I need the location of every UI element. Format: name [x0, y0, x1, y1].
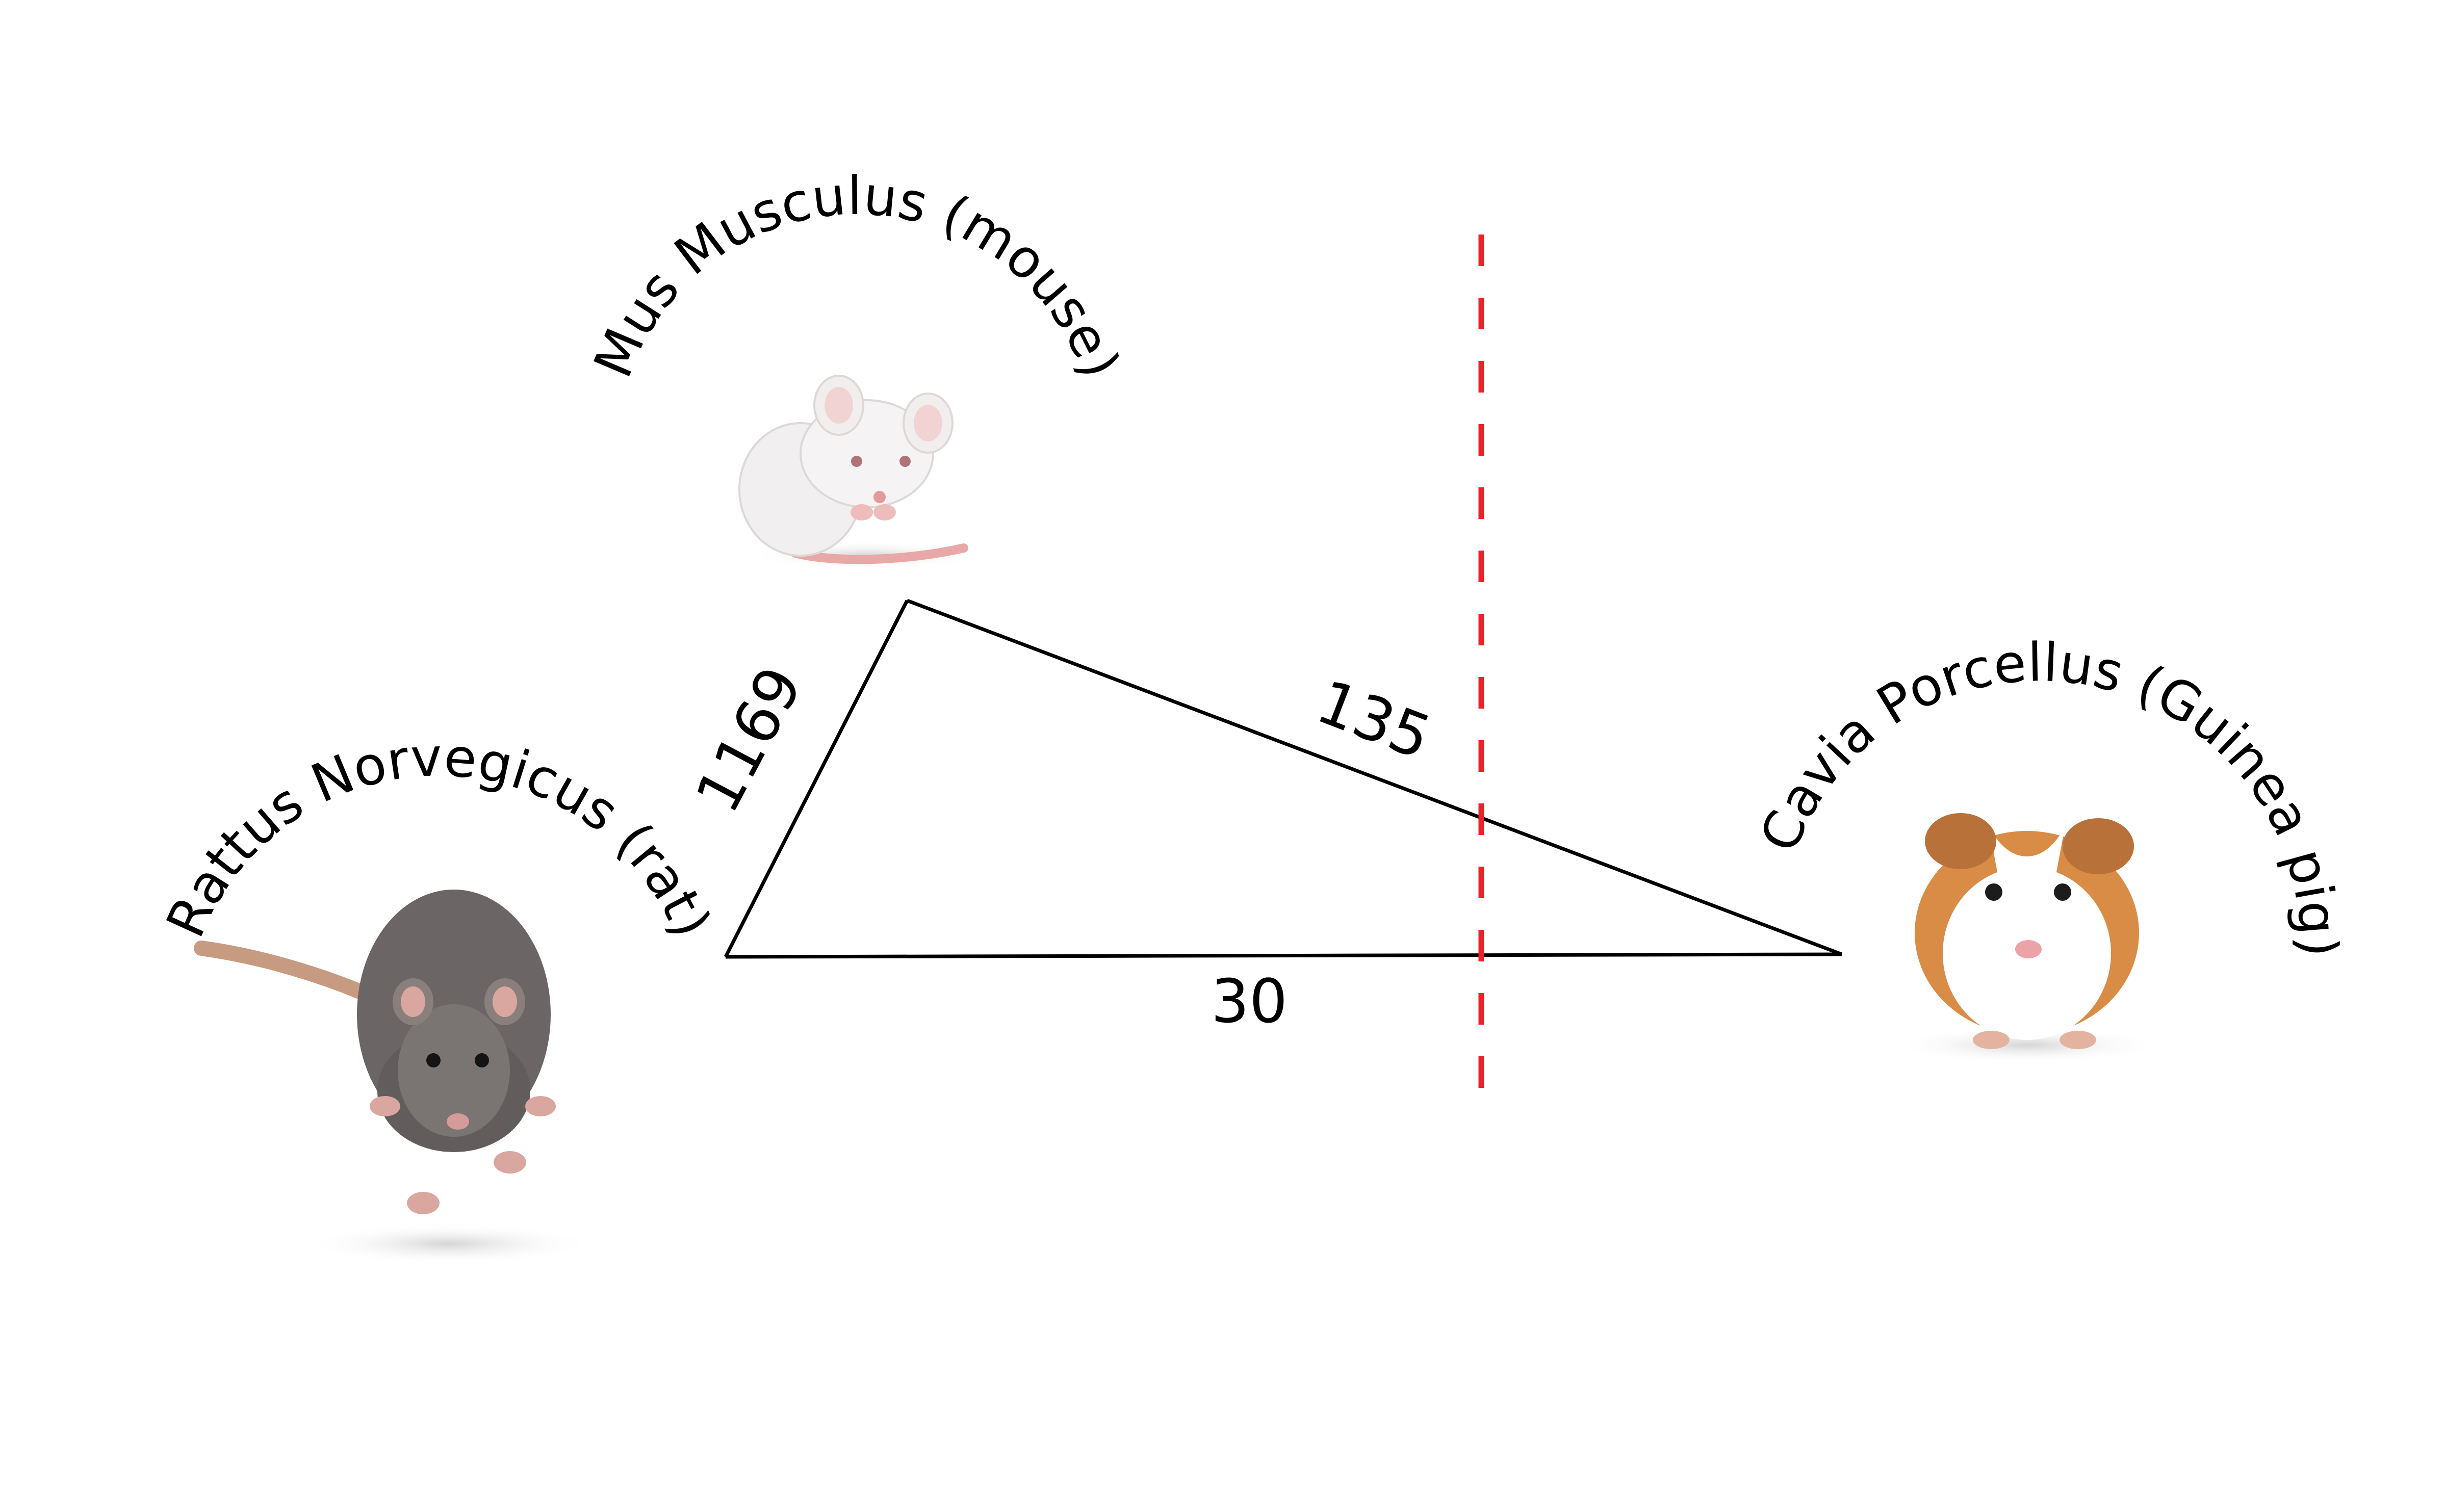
- triangle: [724, 598, 1843, 959]
- guinea-pig-image: [1894, 813, 2159, 1063]
- species-label-mouse-text: Mus Musculus (mouse): [582, 164, 1132, 386]
- rat-image: [194, 890, 591, 1264]
- edge-label-rat-mouse: 1169: [682, 656, 816, 824]
- species-label-mouse: Mus Musculus (mouse): [582, 164, 1132, 386]
- edge-label-rat-guinea-pig: 30: [1211, 966, 1288, 1036]
- edge-label-mouse-guinea-pig: 135: [1308, 666, 1440, 773]
- edge-rat-guinea-pig: [725, 952, 1842, 959]
- edge-rat-mouse: [724, 599, 909, 958]
- edge-mouse-guinea-pig: [906, 598, 1843, 956]
- mouse-image: [738, 375, 984, 570]
